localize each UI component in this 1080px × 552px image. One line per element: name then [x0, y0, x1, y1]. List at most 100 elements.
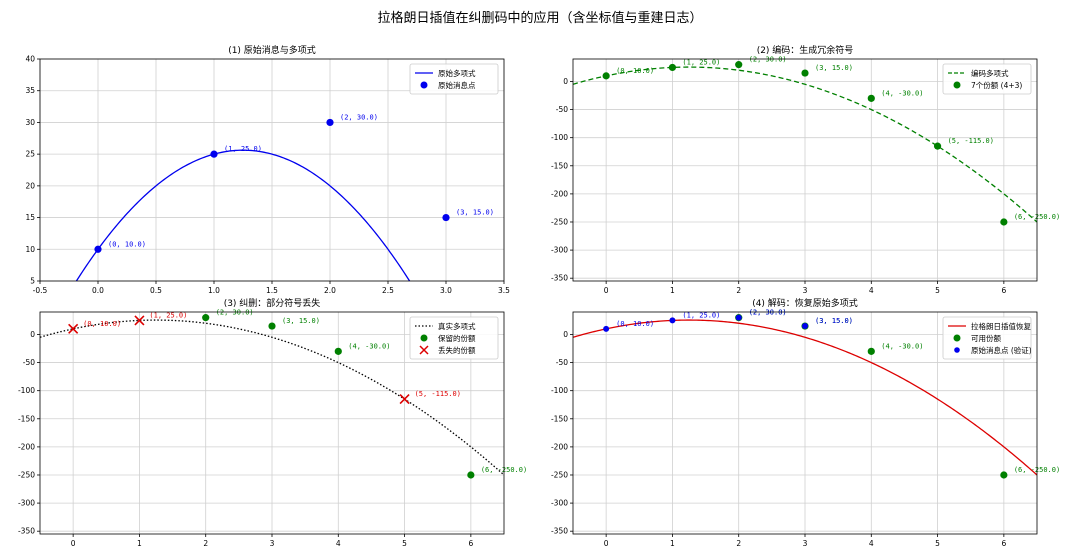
y-tick-label: 0	[30, 330, 35, 339]
x-tick-label: 2.5	[382, 286, 394, 295]
legend-point-swatch	[420, 334, 428, 342]
y-tick-label: 40	[25, 55, 35, 64]
y-tick-label: -200	[551, 189, 568, 198]
point-label: (4, -30.0)	[881, 89, 923, 97]
point-label: (2, 30.0)	[216, 309, 254, 317]
x-tick-label: 6	[1001, 539, 1006, 548]
data-point	[442, 213, 450, 222]
plot-area	[573, 314, 1037, 479]
data-point	[735, 61, 743, 69]
legend-label: 原始消息点 (验证)	[971, 345, 1032, 355]
plot-area	[573, 61, 1037, 226]
point-label: (2, 30.0)	[749, 309, 787, 317]
legend-label: 编码多项式	[971, 68, 1009, 78]
point-label: (5, -115.0)	[948, 137, 994, 145]
axes-frame	[572, 311, 1038, 535]
chart-title: (3) 纠删：部分符号丢失	[224, 297, 321, 309]
figure-title: 拉格朗日插值在纠删码中的应用（含坐标值与重建日志）	[377, 10, 702, 26]
legend-label: 原始多项式	[438, 68, 476, 78]
x-tick-label: 2	[736, 539, 741, 548]
y-tick-label: 20	[25, 181, 35, 190]
x-tick-label: 1	[137, 539, 142, 548]
point-label: (1, 25.0)	[224, 145, 262, 153]
data-point	[867, 347, 875, 355]
x-tick-label: 6	[1001, 286, 1006, 295]
y-tick-label: 10	[25, 245, 35, 254]
y-tick-label: -150	[551, 414, 568, 423]
x-tick-label: 5	[935, 539, 940, 548]
legend-label: 可用份额	[971, 333, 1001, 343]
series-line	[573, 319, 1037, 476]
data-point	[867, 94, 875, 102]
x-tick-label: 2	[736, 286, 741, 295]
y-tick-label: -100	[18, 386, 35, 395]
y-tick-label: -300	[551, 246, 568, 255]
data-point	[326, 118, 334, 127]
legend-label: 7个份额 (4+3)	[971, 80, 1022, 90]
x-tick-label: 1	[670, 286, 675, 295]
point-label: (5, -115.0)	[415, 390, 461, 398]
y-tick-label: 5	[30, 277, 35, 286]
data-point	[1000, 471, 1008, 479]
legend: 编码多项式 7个份额 (4+3)	[942, 63, 1032, 95]
y-tick-label: -50	[556, 105, 568, 114]
legend-point-swatch	[953, 334, 961, 342]
y-tick-label: -250	[18, 470, 35, 479]
x-tick-label: 1.5	[266, 286, 278, 295]
axes-frame	[572, 58, 1038, 282]
data-point	[602, 72, 610, 80]
x-tick-label: 0.5	[150, 286, 162, 295]
lost-share-marker	[399, 394, 410, 405]
point-label: (1, 25.0)	[682, 58, 720, 66]
y-tick-label: -150	[18, 414, 35, 423]
legend-label: 保留的份额	[438, 333, 476, 343]
chart-panel-1: -0.5 0.0 0.5 1.0 1.5 2.0 2.5 3.0 3.5 5 10 15 20 25 30 3…	[25, 44, 510, 295]
chart-panel-2: 0 1 2 3 4 5 6 -350 -300 -250 -200 -150 -100 -50 0 (0, 1…	[551, 44, 1060, 295]
point-label: (2, 30.0)	[749, 309, 787, 317]
series-line	[573, 66, 1037, 223]
x-tick-label: 5	[935, 286, 940, 295]
data-point	[210, 150, 218, 158]
point-label: (0, 10.0)	[83, 320, 121, 328]
point-label: (1, 25.0)	[149, 311, 187, 319]
y-tick-label: 15	[25, 213, 35, 222]
data-point	[735, 314, 742, 321]
point-label: (0, 10.0)	[108, 240, 146, 248]
data-point	[467, 471, 475, 479]
point-label: (3, 15.0)	[456, 209, 494, 217]
chart-title: (2) 编码：生成冗余符号	[757, 44, 854, 56]
y-tick-label: -50	[556, 358, 568, 367]
data-point	[668, 63, 677, 72]
y-tick-label: 30	[25, 118, 35, 127]
x-tick-label: 6	[468, 539, 473, 548]
legend-box	[942, 316, 1032, 360]
y-tick-label: -50	[23, 358, 35, 367]
point-label: (3, 15.0)	[815, 317, 853, 325]
axes-frame	[39, 58, 505, 282]
series-line	[75, 149, 411, 281]
series-line	[40, 319, 504, 476]
point-label: (4, -30.0)	[881, 342, 923, 350]
x-tick-label: 4	[869, 539, 874, 548]
lost-share-marker	[68, 323, 79, 334]
data-point	[202, 314, 210, 322]
plot-area	[40, 314, 504, 479]
x-tick-label: 3.0	[440, 286, 452, 295]
y-tick-label: -350	[18, 527, 35, 536]
x-tick-label: 4	[869, 286, 874, 295]
legend-point-swatch	[954, 347, 960, 353]
data-point	[669, 317, 676, 324]
x-tick-label: 3	[270, 539, 275, 548]
x-tick-label: 0	[604, 539, 609, 548]
chart-panel-4: 0 1 2 3 4 5 6 -350 -300 -250 -200 -150 -100 -50 0 (2, 3…	[551, 297, 1060, 548]
data-point	[802, 323, 808, 330]
x-tick-label: 2.0	[324, 286, 336, 295]
y-tick-label: -300	[18, 499, 35, 508]
x-tick-label: -0.5	[33, 286, 48, 295]
point-label: (0, 10.0)	[616, 67, 654, 75]
x-tick-label: 5	[402, 539, 407, 548]
x-tick-label: 3	[803, 286, 808, 295]
